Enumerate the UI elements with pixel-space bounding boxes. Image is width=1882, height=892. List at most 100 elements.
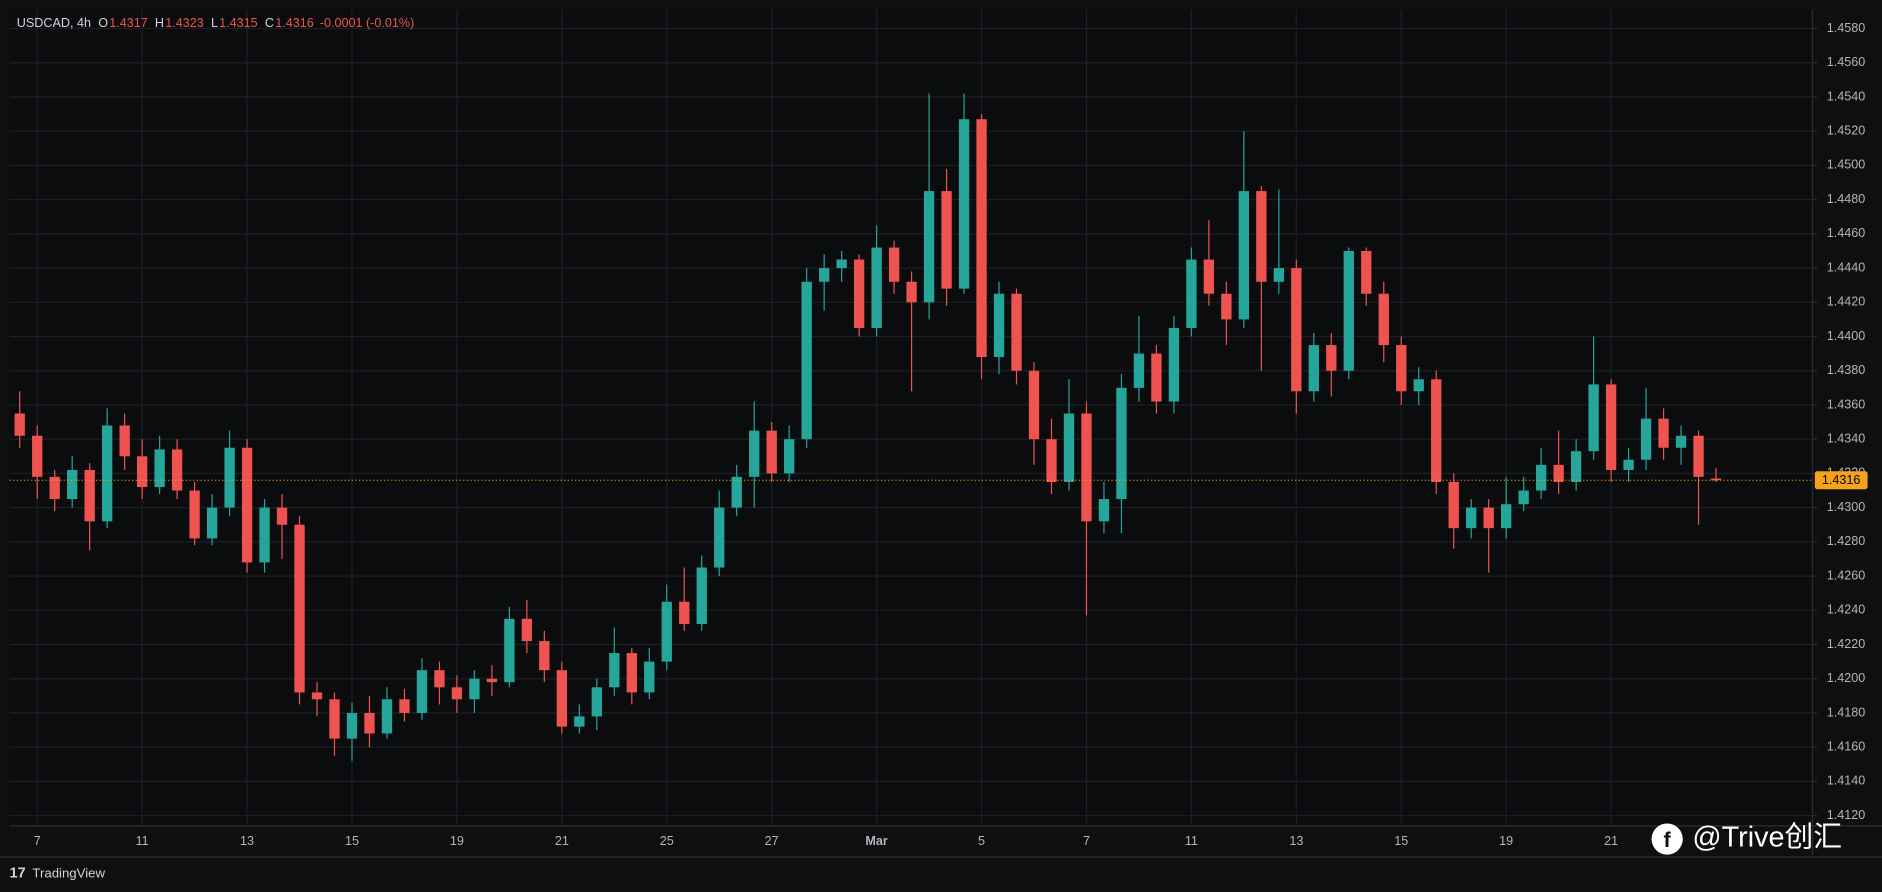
candle-body — [294, 524, 305, 693]
candle-body — [1431, 379, 1442, 482]
candle-body — [1098, 499, 1110, 522]
candle-body — [1413, 379, 1424, 392]
ohlc-value: 1.4316 — [275, 16, 314, 30]
candle-body — [1291, 268, 1302, 392]
x-tick-label: 19 — [1499, 834, 1513, 848]
candle-body — [1203, 259, 1215, 294]
y-tick-label: 1.4340 — [1827, 432, 1866, 446]
candle-body — [871, 247, 882, 328]
candle-body — [1535, 464, 1547, 491]
candle-body — [1693, 435, 1704, 477]
candle-body — [888, 247, 900, 282]
y-tick-label: 1.4540 — [1827, 89, 1866, 103]
x-tick-label: 25 — [660, 834, 674, 848]
x-tick-label: 5 — [978, 834, 985, 848]
candle-body — [1168, 327, 1180, 402]
candle-body — [1570, 451, 1582, 482]
candle-body — [976, 119, 987, 358]
last-price-badge — [1814, 471, 1868, 490]
candle-body — [504, 618, 515, 683]
candle-body — [171, 449, 183, 491]
ohlc-value: 1.4317 — [109, 16, 148, 30]
y-tick-label: 1.4360 — [1827, 397, 1866, 411]
candle-body — [1448, 481, 1459, 529]
candle-body — [434, 670, 445, 688]
ohlc-label: H — [155, 16, 164, 30]
ohlc-label: L — [211, 16, 218, 30]
y-tick-label: 1.4420 — [1827, 295, 1866, 309]
change: -0.0001 (-0.01%) — [320, 16, 415, 30]
y-tick-label: 1.4180 — [1827, 705, 1866, 719]
candle-body — [416, 670, 428, 713]
candle-body — [154, 449, 165, 488]
candle-body — [276, 507, 288, 525]
x-tick-label: 15 — [1394, 834, 1408, 848]
y-tick-label: 1.4500 — [1827, 158, 1866, 172]
candle-body — [1028, 370, 1040, 440]
candle-body — [1273, 268, 1284, 282]
candle-body — [1011, 293, 1022, 371]
x-tick-label: 27 — [765, 834, 779, 848]
x-tick-label: 13 — [1289, 834, 1303, 848]
candle-body — [364, 712, 375, 734]
y-tick-label: 1.4120 — [1827, 808, 1866, 822]
candle-body — [259, 507, 270, 563]
x-tick-label: Mar — [865, 834, 887, 848]
candle-body — [1623, 459, 1634, 470]
x-tick-label: 13 — [240, 834, 254, 848]
candle-body — [1133, 353, 1145, 388]
candle-body — [1466, 507, 1477, 529]
facebook-icon — [1651, 823, 1683, 855]
y-tick-label: 1.4440 — [1827, 260, 1866, 274]
candle-body — [1710, 478, 1722, 481]
candle-body — [1081, 413, 1092, 522]
candle-body — [32, 435, 43, 477]
y-tick-label: 1.4200 — [1827, 671, 1866, 685]
candle-body — [731, 476, 742, 508]
y-tick-label: 1.4380 — [1827, 363, 1866, 377]
x-tick-label: 7 — [1083, 834, 1090, 848]
candle-body — [1221, 293, 1232, 320]
candle-body — [801, 281, 812, 440]
candle-body — [1238, 191, 1250, 320]
y-tick-label: 1.4140 — [1827, 774, 1866, 788]
candle-body — [1658, 418, 1669, 448]
candle-body — [1605, 384, 1617, 470]
labels: 1.4120 1.4140 1.4160 1.4180 1.4200 1.4220 1.42… — [34, 21, 1868, 848]
candle-body — [923, 191, 935, 303]
x-tick-label: 19 — [450, 834, 464, 848]
candle-body — [1588, 384, 1599, 452]
candle-body — [714, 507, 725, 568]
candle-body — [329, 699, 340, 739]
candle-body — [1378, 293, 1389, 346]
y-tick-label: 1.4300 — [1827, 500, 1866, 514]
candle-body — [1396, 345, 1407, 392]
y-tick-label: 1.4480 — [1827, 192, 1866, 206]
candle-body — [101, 425, 113, 522]
candle-body — [993, 293, 1005, 358]
candle-body — [189, 490, 200, 539]
y-tick-label: 1.4220 — [1827, 637, 1866, 651]
symbol: USDCAD, 4h — [17, 16, 91, 30]
y-tick-label: 1.4400 — [1827, 329, 1866, 343]
last-price-label: 1.4316 — [1822, 473, 1861, 487]
candle-body — [311, 692, 323, 700]
y-tick-label: 1.4460 — [1827, 226, 1866, 240]
candle-body — [136, 456, 148, 488]
facebook-icon-letter: f — [1664, 827, 1672, 852]
footer-brand: TradingView — [32, 865, 105, 880]
y-tick-label: 1.4260 — [1827, 568, 1866, 582]
y-tick-label: 1.4520 — [1827, 124, 1866, 138]
x-tick-label: 7 — [34, 834, 41, 848]
candle-body — [1256, 191, 1267, 282]
candle-body — [818, 268, 830, 282]
ohlc-label: C — [265, 16, 274, 30]
candle-body — [486, 678, 498, 683]
candle-body — [1675, 435, 1687, 448]
candle-body — [958, 119, 970, 289]
grid — [9, 9, 1813, 826]
candle-body — [1640, 418, 1652, 460]
candle-body — [591, 687, 602, 717]
legend-header: USDCAD, 4h O1.4317 H1.4323 L1.4315 C1.4316 -0… — [17, 16, 414, 30]
